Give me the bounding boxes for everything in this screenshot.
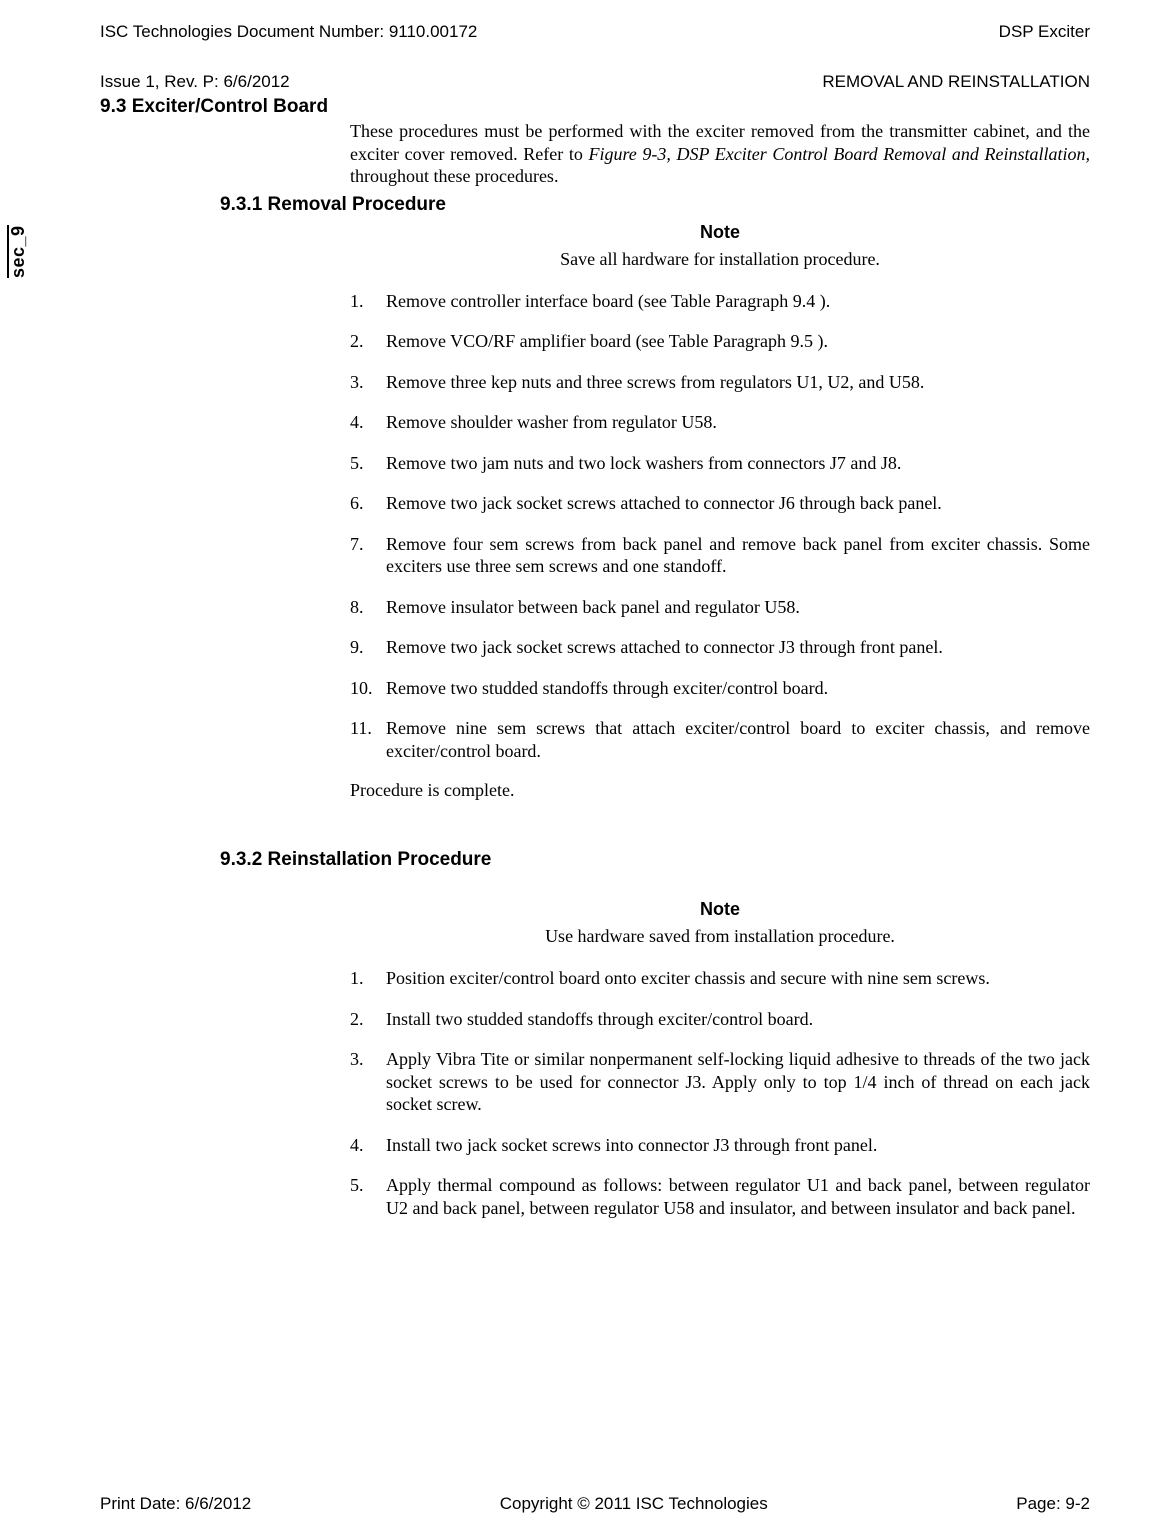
list-item: 4.Install two jack socket screws into co… <box>350 1134 1090 1157</box>
step-number: 11. <box>350 717 386 762</box>
step-text: Remove two jack socket screws attached t… <box>386 636 1090 659</box>
page-number: Page: 9-2 <box>1016 1494 1090 1514</box>
step-text: Remove two jam nuts and two lock washers… <box>386 452 1090 475</box>
note-heading-2: Note <box>350 899 1090 920</box>
list-item: 10.Remove two studded standoffs through … <box>350 677 1090 700</box>
list-item: 11.Remove nine sem screws that attach ex… <box>350 717 1090 762</box>
step-text: Remove VCO/RF amplifier board (see Table… <box>386 330 1090 353</box>
step-number: 5. <box>350 452 386 475</box>
list-item: 5.Apply thermal compound as follows: bet… <box>350 1174 1090 1219</box>
step-text: Apply Vibra Tite or similar nonpermanent… <box>386 1048 1090 1116</box>
step-text: Remove insulator between back panel and … <box>386 596 1090 619</box>
section-9-3-title: 9.3 Exciter/Control Board <box>100 96 1090 118</box>
intro-text-post: throughout these procedures. <box>350 166 558 186</box>
section-label: REMOVAL AND REINSTALLATION <box>822 72 1090 92</box>
step-text: Remove controller interface board (see T… <box>386 290 1090 313</box>
list-item: 9.Remove two jack socket screws attached… <box>350 636 1090 659</box>
section-9-3-2-title: 9.3.2 Reinstallation Procedure <box>220 849 1090 871</box>
doc-number: ISC Technologies Document Number: 9110.0… <box>100 22 477 42</box>
step-number: 3. <box>350 1048 386 1116</box>
page-container: ISC Technologies Document Number: 9110.0… <box>0 0 1175 1536</box>
step-text: Install two studded standoffs through ex… <box>386 1008 1090 1031</box>
footer-row: Print Date: 6/6/2012 Copyright © 2011 IS… <box>100 1494 1090 1514</box>
list-item: 3.Remove three kep nuts and three screws… <box>350 371 1090 394</box>
list-item: 2.Remove VCO/RF amplifier board (see Tab… <box>350 330 1090 353</box>
list-item: 2.Install two studded standoffs through … <box>350 1008 1090 1031</box>
product-name: DSP Exciter <box>999 22 1090 42</box>
list-item: 1.Remove controller interface board (see… <box>350 290 1090 313</box>
step-number: 8. <box>350 596 386 619</box>
step-text: Remove nine sem screws that attach excit… <box>386 717 1090 762</box>
copyright: Copyright © 2011 ISC Technologies <box>500 1494 768 1514</box>
step-text: Remove three kep nuts and three screws f… <box>386 371 1090 394</box>
subheader-row: Issue 1, Rev. P: 6/6/2012 REMOVAL AND RE… <box>100 72 1090 92</box>
list-item: 6.Remove two jack socket screws attached… <box>350 492 1090 515</box>
step-number: 7. <box>350 533 386 578</box>
step-number: 2. <box>350 1008 386 1031</box>
list-item: 7.Remove four sem screws from back panel… <box>350 533 1090 578</box>
print-date: Print Date: 6/6/2012 <box>100 1494 251 1514</box>
header-row: ISC Technologies Document Number: 9110.0… <box>100 22 1090 42</box>
step-number: 3. <box>350 371 386 394</box>
section-9-3-intro: These procedures must be performed with … <box>350 120 1090 188</box>
step-text: Install two jack socket screws into conn… <box>386 1134 1090 1157</box>
step-text: Remove two jack socket screws attached t… <box>386 492 1090 515</box>
list-item: 5.Remove two jam nuts and two lock washe… <box>350 452 1090 475</box>
list-item: 1.Position exciter/control board onto ex… <box>350 967 1090 990</box>
intro-figure-ref: Figure 9-3, DSP Exciter Control Board Re… <box>588 144 1090 164</box>
list-item: 3.Apply Vibra Tite or similar nonpermane… <box>350 1048 1090 1116</box>
step-number: 5. <box>350 1174 386 1219</box>
note-text-1: Save all hardware for installation proce… <box>350 249 1090 270</box>
section-9-3-1-title: 9.3.1 Removal Procedure <box>220 194 1090 216</box>
step-number: 1. <box>350 967 386 990</box>
note-text-2: Use hardware saved from installation pro… <box>350 926 1090 947</box>
issue-rev: Issue 1, Rev. P: 6/6/2012 <box>100 72 290 92</box>
step-text: Remove shoulder washer from regulator U5… <box>386 411 1090 434</box>
reinstallation-steps-list: 1.Position exciter/control board onto ex… <box>350 967 1090 1219</box>
step-number: 10. <box>350 677 386 700</box>
step-number: 6. <box>350 492 386 515</box>
step-number: 2. <box>350 330 386 353</box>
step-number: 9. <box>350 636 386 659</box>
step-text: Position exciter/control board onto exci… <box>386 967 1090 990</box>
step-number: 4. <box>350 1134 386 1157</box>
step-number: 4. <box>350 411 386 434</box>
step-text: Remove two studded standoffs through exc… <box>386 677 1090 700</box>
note-heading-1: Note <box>350 222 1090 243</box>
procedure-complete-1: Procedure is complete. <box>350 780 1090 801</box>
step-text: Apply thermal compound as follows: betwe… <box>386 1174 1090 1219</box>
step-number: 1. <box>350 290 386 313</box>
list-item: 4.Remove shoulder washer from regulator … <box>350 411 1090 434</box>
removal-steps-list: 1.Remove controller interface board (see… <box>350 290 1090 763</box>
list-item: 8.Remove insulator between back panel an… <box>350 596 1090 619</box>
step-text: Remove four sem screws from back panel a… <box>386 533 1090 578</box>
